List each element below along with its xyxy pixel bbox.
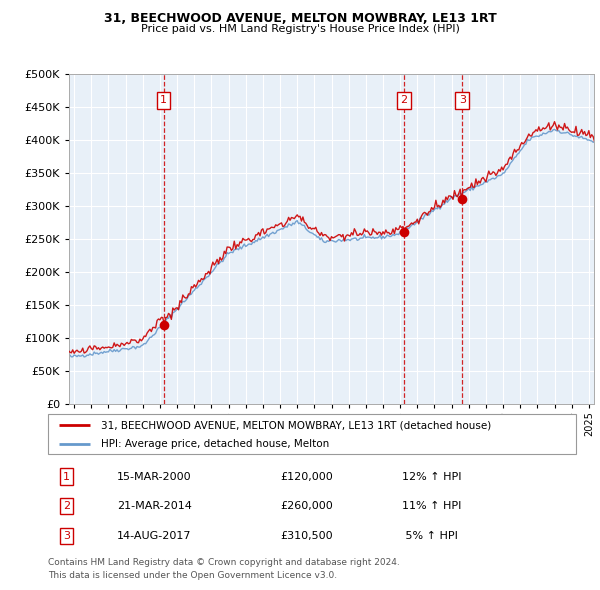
Text: 2: 2 [63,501,70,511]
Text: 21-MAR-2014: 21-MAR-2014 [116,501,191,511]
Text: 3: 3 [459,95,466,105]
Text: £260,000: £260,000 [280,501,333,511]
Text: This data is licensed under the Open Government Licence v3.0.: This data is licensed under the Open Gov… [48,571,337,579]
Text: 2: 2 [400,95,407,105]
Text: 1: 1 [160,95,167,105]
Text: 5% ↑ HPI: 5% ↑ HPI [402,531,458,541]
Text: 1: 1 [63,471,70,481]
Text: 11% ↑ HPI: 11% ↑ HPI [402,501,461,511]
Text: 14-AUG-2017: 14-AUG-2017 [116,531,191,541]
Text: Price paid vs. HM Land Registry's House Price Index (HPI): Price paid vs. HM Land Registry's House … [140,24,460,34]
Text: 3: 3 [63,531,70,541]
Text: 31, BEECHWOOD AVENUE, MELTON MOWBRAY, LE13 1RT: 31, BEECHWOOD AVENUE, MELTON MOWBRAY, LE… [104,12,496,25]
FancyBboxPatch shape [48,414,576,454]
Text: 31, BEECHWOOD AVENUE, MELTON MOWBRAY, LE13 1RT (detached house): 31, BEECHWOOD AVENUE, MELTON MOWBRAY, LE… [101,421,491,431]
Text: Contains HM Land Registry data © Crown copyright and database right 2024.: Contains HM Land Registry data © Crown c… [48,558,400,566]
Text: 12% ↑ HPI: 12% ↑ HPI [402,471,461,481]
Text: £310,500: £310,500 [280,531,333,541]
Text: £120,000: £120,000 [280,471,333,481]
Text: 15-MAR-2000: 15-MAR-2000 [116,471,191,481]
Text: HPI: Average price, detached house, Melton: HPI: Average price, detached house, Melt… [101,440,329,449]
